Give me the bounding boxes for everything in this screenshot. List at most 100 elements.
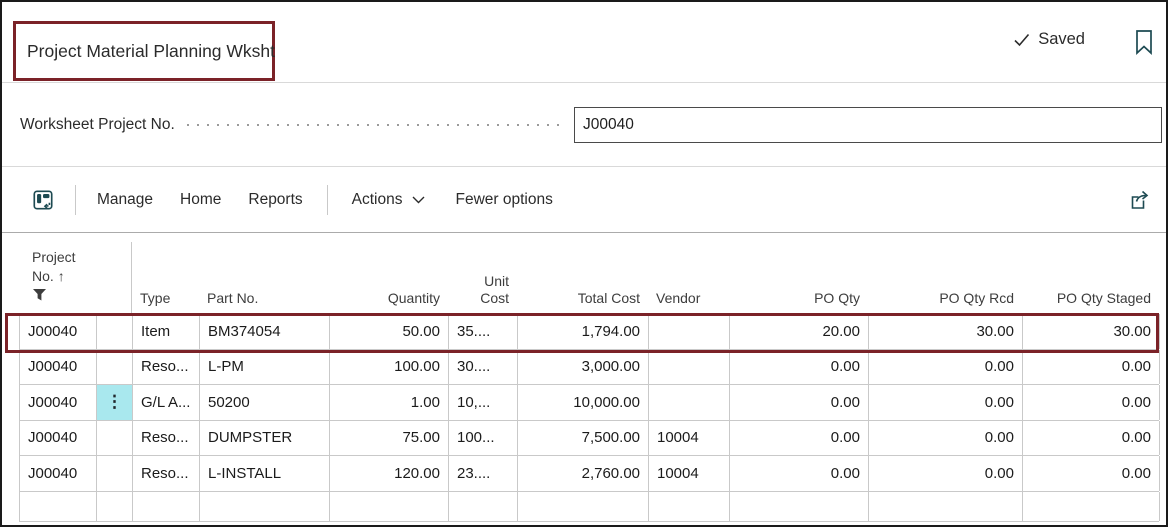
cell-project-no[interactable]: J00040 (20, 420, 97, 455)
column-header-quantity[interactable]: Quantity (387, 290, 440, 306)
cell-quantity[interactable] (330, 491, 449, 521)
cell-po-qty[interactable]: 0.00 (730, 349, 869, 384)
cell-po-qty-staged[interactable] (1023, 491, 1160, 521)
cell-part-no[interactable]: L-PM (200, 349, 330, 384)
cell-type[interactable]: Item (133, 314, 200, 349)
layout-designer-icon[interactable] (32, 189, 54, 211)
cell-vendor[interactable]: 10004 (649, 420, 730, 455)
cell-quantity[interactable]: 1.00 (330, 385, 449, 420)
cell-unit-cost[interactable]: 100... (449, 420, 518, 455)
cell-type[interactable] (133, 491, 200, 521)
menu-manage[interactable]: Manage (97, 190, 154, 208)
column-header-total-cost[interactable]: Total Cost (577, 290, 640, 306)
project-header-line1: Project (32, 249, 76, 265)
menu-reports[interactable]: Reports (248, 190, 303, 208)
column-header-vendor[interactable]: Vendor (656, 290, 701, 306)
cell-row-menu[interactable] (97, 349, 133, 384)
cell-po-qty[interactable]: 0.00 (730, 420, 869, 455)
table-row: J00040 Reso... DUMPSTER 75.00 100... 7,500.00… (19, 420, 1160, 456)
cell-vendor[interactable] (649, 314, 730, 349)
dotted-leader (186, 124, 560, 126)
cell-type[interactable]: G/L A... (133, 385, 200, 420)
cell-project-no[interactable] (20, 491, 97, 521)
cell-po-qty[interactable]: 0.00 (730, 385, 869, 420)
cell-type[interactable]: Reso... (133, 349, 200, 384)
cell-po-qty-staged[interactable]: 0.00 (1023, 349, 1160, 384)
cell-part-no[interactable]: 50200 (200, 385, 330, 420)
cell-row-menu[interactable] (97, 491, 133, 521)
cell-unit-cost[interactable]: 35.... (449, 314, 518, 349)
cell-vendor[interactable] (649, 385, 730, 420)
cell-po-qty-rcd[interactable] (869, 491, 1023, 521)
action-toolbar: Manage Home Reports Actions Fewer option… (2, 167, 1166, 232)
cell-row-menu[interactable] (97, 456, 133, 491)
cell-po-qty-staged[interactable]: 0.00 (1023, 456, 1160, 491)
cell-total-cost[interactable]: 1,794.00 (518, 314, 649, 349)
share-icon[interactable] (1128, 188, 1152, 212)
column-header-type[interactable]: Type (140, 290, 171, 306)
cell-type[interactable]: Reso... (133, 420, 200, 455)
cell-unit-cost[interactable]: 23.... (449, 456, 518, 491)
menu-fewer-options[interactable]: Fewer options (455, 190, 553, 208)
toolbar-separator (326, 184, 328, 215)
cell-row-menu[interactable] (97, 420, 133, 455)
cell-po-qty-staged[interactable]: 0.00 (1023, 420, 1160, 455)
column-header-po-qty-staged[interactable]: PO Qty Staged (1056, 290, 1151, 306)
cell-po-qty[interactable]: 0.00 (730, 456, 869, 491)
menu-actions[interactable]: Actions (352, 191, 425, 209)
cell-unit-cost[interactable]: 30.... (449, 349, 518, 384)
cell-po-qty-staged[interactable]: 0.00 (1023, 385, 1160, 420)
column-header-project-no[interactable]: Project No. ↑ (19, 242, 132, 314)
cell-po-qty-rcd[interactable]: 0.00 (869, 349, 1023, 384)
cell-project-no[interactable]: J00040 (20, 456, 97, 491)
cell-quantity[interactable]: 100.00 (330, 349, 449, 384)
cell-total-cost[interactable]: 3,000.00 (518, 349, 649, 384)
table-body: J00040 Item BM374054 50.00 35.... 1,794.00 20.… (19, 314, 1160, 522)
cell-quantity[interactable]: 50.00 (330, 314, 449, 349)
cell-unit-cost[interactable] (449, 491, 518, 521)
cell-total-cost[interactable]: 7,500.00 (518, 420, 649, 455)
chevron-down-icon (412, 196, 424, 203)
divider-top (2, 82, 1166, 83)
column-header-part-no[interactable]: Part No. (207, 290, 259, 306)
cell-row-menu[interactable] (97, 314, 133, 349)
worksheet-project-input[interactable] (574, 107, 1162, 143)
annotation-title-box: Project Material Planning Wksht (13, 21, 275, 81)
cell-po-qty[interactable]: 20.00 (730, 314, 869, 349)
cell-part-no[interactable]: L-INSTALL (200, 456, 330, 491)
cell-po-qty[interactable] (730, 491, 869, 521)
cell-vendor[interactable]: 10004 (649, 456, 730, 491)
column-header-unit-cost[interactable]: Unit Cost (480, 273, 509, 306)
cell-project-no[interactable]: J00040 (20, 385, 97, 420)
cell-quantity[interactable]: 75.00 (330, 420, 449, 455)
cell-project-no[interactable]: J00040 (20, 314, 97, 349)
column-header-po-qty[interactable]: PO Qty (814, 290, 860, 306)
cell-part-no[interactable] (200, 491, 330, 521)
cell-part-no[interactable]: DUMPSTER (200, 420, 330, 455)
cell-po-qty-rcd[interactable]: 0.00 (869, 456, 1023, 491)
cell-po-qty-rcd[interactable]: 0.00 (869, 420, 1023, 455)
cell-total-cost[interactable]: 2,760.00 (518, 456, 649, 491)
cell-vendor[interactable] (649, 349, 730, 384)
menu-home[interactable]: Home (180, 190, 222, 208)
cell-part-no[interactable]: BM374054 (200, 314, 330, 349)
cell-unit-cost[interactable]: 10,... (449, 385, 518, 420)
row-options-menu[interactable]: ⋮ (97, 385, 133, 420)
column-header-po-qty-rcd[interactable]: PO Qty Rcd (939, 290, 1014, 306)
cell-total-cost[interactable] (518, 491, 649, 521)
cell-po-qty-rcd[interactable]: 30.00 (869, 314, 1023, 349)
cell-vendor[interactable] (649, 491, 730, 521)
cell-quantity[interactable]: 120.00 (330, 456, 449, 491)
cell-project-no[interactable]: J00040 (20, 349, 97, 384)
worksheet-project-field-row: Worksheet Project No. (20, 107, 1162, 143)
cell-po-qty-rcd[interactable]: 0.00 (869, 385, 1023, 420)
cell-po-qty-staged[interactable]: 30.00 (1023, 314, 1160, 349)
cell-type[interactable]: Reso... (133, 456, 200, 491)
project-header-line2: No. ↑ (32, 268, 65, 284)
filter-icon[interactable] (32, 289, 47, 301)
toolbar-separator (75, 184, 76, 215)
bookmark-icon[interactable] (1133, 29, 1155, 55)
menu-actions-label: Actions (351, 190, 403, 208)
cell-total-cost[interactable]: 10,000.00 (518, 385, 649, 420)
